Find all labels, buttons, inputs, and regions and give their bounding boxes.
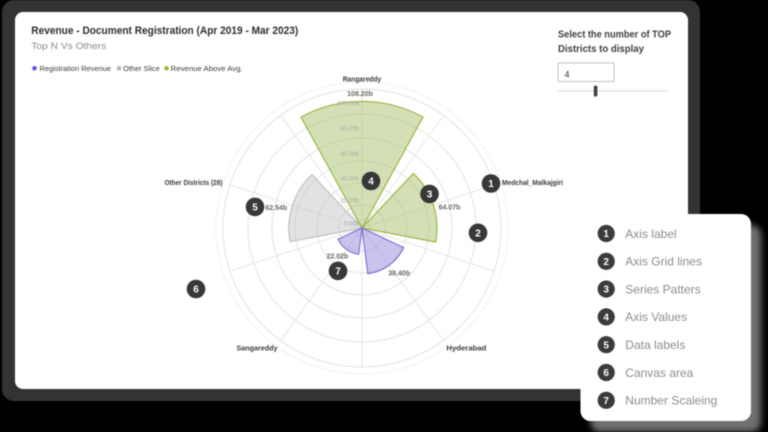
svg-text:4: 4 [368,177,374,188]
svg-text:3: 3 [427,190,433,201]
svg-text:7: 7 [603,396,609,407]
svg-text:Registration Revenue: Registration Revenue [40,64,112,73]
svg-text:4: 4 [565,70,570,80]
svg-text:Medchal_Malkajgiri: Medchal_Malkajgiri [502,180,563,187]
svg-text:3: 3 [603,285,609,296]
svg-text:2: 2 [603,257,609,268]
svg-text:1: 1 [488,179,494,190]
svg-text:38.40b: 38.40b [388,270,410,277]
svg-text:62.54b: 62.54b [265,205,287,212]
svg-text:Other Districts (28): Other Districts (28) [165,180,223,187]
svg-text:Series Patters: Series Patters [625,282,700,296]
svg-text:Sangareddy: Sangareddy [237,346,278,353]
svg-text:5: 5 [603,340,609,351]
svg-text:Number Scaleing: Number Scaleing [625,394,717,408]
svg-text:4: 4 [603,313,609,324]
svg-text:Data labels: Data labels [625,338,685,352]
svg-text:Axis Values: Axis Values [625,310,687,324]
svg-text:64.07b: 64.07b [439,205,461,212]
svg-text:6: 6 [193,285,199,296]
svg-text:7: 7 [335,266,341,277]
svg-text:Other Slice: Other Slice [123,64,160,73]
svg-text:5: 5 [252,202,258,213]
svg-text:Canvas area: Canvas area [625,366,693,380]
svg-text:Top N Vs Others: Top N Vs Others [31,41,107,51]
svg-text:6: 6 [603,368,609,379]
svg-text:Revenue - Document Registratio: Revenue - Document Registration (Apr 201… [31,25,298,37]
svg-text:22.02b: 22.02b [327,254,349,261]
svg-text:Axis label: Axis label [625,227,676,241]
svg-text:60.00b: 60.00b [341,152,360,158]
svg-text:80.00b: 80.00b [341,127,360,133]
svg-text:Revenue Above Avg.: Revenue Above Avg. [171,64,243,73]
svg-text:0.00b: 0.00b [344,222,360,228]
svg-text:Rangareddy: Rangareddy [343,77,382,84]
svg-text:40.00b: 40.00b [341,177,360,183]
svg-text:108.20b: 108.20b [347,91,373,98]
svg-text:2: 2 [475,228,481,239]
svg-text:Hyderabad: Hyderabad [446,346,486,353]
svg-text:1: 1 [603,229,609,240]
svg-text:Districts to display: Districts to display [558,43,644,55]
svg-text:100.00b: 100.00b [337,102,359,108]
svg-text:20.00b: 20.00b [341,199,360,205]
svg-text:Select the number of TOP: Select the number of TOP [558,28,671,40]
svg-text:Axis Grid lines: Axis Grid lines [625,255,702,269]
